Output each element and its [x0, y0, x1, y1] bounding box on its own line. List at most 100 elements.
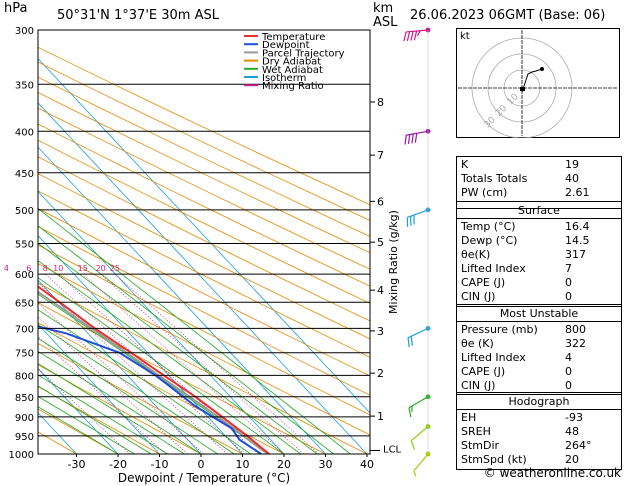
- wind-barb-flag: [413, 30, 418, 41]
- wind-barb-flag: [403, 31, 407, 42]
- indices-table: K 19 Totals Totals 40 PW (cm) 2.61: [456, 156, 622, 209]
- wet-adiabat-line: [38, 309, 252, 454]
- most-unstable-table: Most Unstable Pressure (mb) 800 θe (K) 322…: [456, 304, 622, 395]
- pressure-tick-label: 650: [15, 298, 34, 309]
- surface-title: Surface: [518, 204, 560, 217]
- mixing-ratio-label: 15: [78, 264, 88, 273]
- wind-barb: [413, 451, 431, 477]
- pressure-tick-label: 750: [15, 349, 34, 360]
- legend-label: Temperature: [261, 32, 325, 43]
- wind-barb-flag: [411, 133, 414, 144]
- x-tick-label: -20: [109, 458, 127, 471]
- wet-adiabat-line: [38, 363, 185, 454]
- x-tick-label: 10: [236, 458, 250, 471]
- pressure-tick-label: 850: [15, 393, 34, 404]
- km-tick-label: 7: [377, 149, 384, 162]
- mixing-ratio-label: 10: [53, 264, 63, 273]
- pressure-unit-label: hPa: [4, 1, 28, 16]
- x-tick-label: 40: [360, 458, 374, 471]
- wind-barb: [403, 27, 431, 42]
- asl-unit-label: ASL: [373, 15, 398, 30]
- x-tick-label: 20: [277, 458, 291, 471]
- location-label: 50°31'N 1°37'E 30m ASL: [57, 8, 219, 23]
- wind-barb: [408, 394, 431, 418]
- wind-barb-staff: [406, 29, 429, 33]
- wet-adiabat-line: [38, 225, 335, 454]
- pressure-tick-label: 350: [15, 80, 34, 91]
- lcl-label: LCL: [383, 444, 402, 455]
- wind-barb-staff: [406, 130, 429, 136]
- pressure-tick-label: 500: [15, 206, 34, 217]
- footer-copyright: © weatheronline.co.uk: [483, 466, 621, 480]
- wind-barb-staff: [407, 327, 429, 339]
- wet-adiabat-line: [38, 337, 218, 454]
- surface-table: Surface Temp (°C) 16.4 Dewp (°C) 14.5 θe(K…: [456, 201, 622, 307]
- km-tick-label: 2: [377, 367, 384, 380]
- wind-barb-flag: [408, 407, 412, 418]
- mixing-ratio-label: 20: [96, 264, 106, 273]
- wind-barb-flag: [410, 31, 414, 41]
- wind-barb-staff: [410, 426, 429, 442]
- pressure-tick-label: 600: [15, 270, 34, 281]
- mixing-ratio-label: 6: [26, 264, 31, 273]
- pressure-tick-label: 900: [15, 413, 34, 424]
- mixing-ratio-line: [82, 273, 285, 454]
- mixing-ratio-line: [114, 273, 319, 454]
- wind-barb-flag: [413, 470, 417, 477]
- x-tick-label: 0: [198, 458, 205, 471]
- pressure-tick-label: 950: [15, 432, 34, 443]
- wind-barb-flag: [410, 336, 413, 346]
- most-unstable-title: Most Unstable: [499, 307, 579, 320]
- wind-barb: [407, 325, 431, 348]
- mixing-ratio-line: [38, 316, 188, 454]
- wind-barb-staff: [407, 209, 429, 218]
- pressure-tick-label: 1000: [9, 450, 34, 461]
- legend-label: Dry Adiabat: [262, 57, 321, 68]
- wind-barb: [410, 424, 431, 450]
- km-tick-label: 6: [377, 195, 384, 208]
- x-tick-label: 30: [319, 458, 333, 471]
- legend-label: Mixing Ratio: [262, 81, 324, 92]
- x-tick-label: -10: [151, 458, 169, 471]
- km-tick-label: 4: [377, 284, 384, 297]
- pressure-tick-label: 450: [15, 169, 34, 180]
- wind-barb-flag: [410, 440, 416, 450]
- index-value: 40: [565, 172, 579, 185]
- wet-adiabat-line: [38, 385, 152, 454]
- mixing-ratio-line: [38, 302, 204, 454]
- isotherm-line: [38, 58, 370, 414]
- index-label: K: [461, 158, 469, 171]
- isotherm-line: [38, 146, 326, 454]
- dry-adiabat-line: [38, 342, 243, 454]
- x-tick-label: -30: [68, 458, 86, 471]
- km-tick-label: 3: [377, 325, 384, 338]
- hodograph-trace: [521, 68, 543, 93]
- hodograph-storm-marker: [520, 87, 525, 91]
- dry-adiabat-line: [38, 123, 370, 287]
- mixing-ratio-label: 4: [4, 264, 9, 273]
- hodograph-frame: [456, 28, 620, 138]
- wet-adiabat-line: [38, 350, 202, 454]
- index-value: 19: [565, 158, 579, 171]
- dry-adiabat-line: [38, 61, 370, 221]
- mixing-ratio-axis-title: Mixing Ratio (g/kg): [387, 210, 400, 314]
- wind-barb: [404, 128, 431, 145]
- legend-label: Dewpoint: [262, 40, 310, 51]
- dry-adiabat-line: [38, 46, 370, 206]
- pressure-tick-label: 300: [15, 26, 34, 37]
- wet-adiabat-line: [38, 374, 169, 454]
- dry-adiabat-line: [38, 226, 370, 396]
- index-value: 2.61: [565, 186, 590, 199]
- legend-label: Isotherm: [262, 73, 306, 84]
- isotherm-line: [38, 323, 160, 454]
- legend-label: Parcel Trajectory: [262, 48, 345, 59]
- mixing-ratio-label: 25: [110, 264, 120, 273]
- km-unit-label: km: [373, 1, 394, 16]
- dry-adiabat-line: [38, 386, 160, 454]
- mixing-ratio-line: [100, 273, 304, 454]
- dry-adiabat-line: [38, 408, 119, 454]
- km-tick-label: 8: [377, 96, 384, 109]
- pressure-tick-label: 400: [15, 127, 34, 138]
- wet-adiabat-line: [38, 396, 135, 454]
